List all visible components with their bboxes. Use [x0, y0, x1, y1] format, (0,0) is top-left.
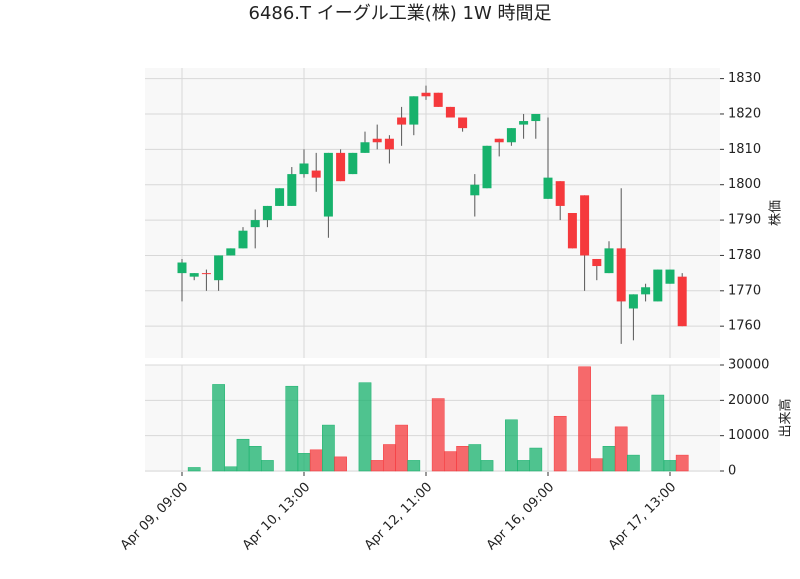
volume-tick-label: 10000 [728, 428, 769, 443]
volume-bar [236, 438, 250, 472]
x-tick-label: Apr 10, 13:00 [240, 480, 313, 553]
candle-body [384, 138, 394, 150]
volume-bar [480, 460, 494, 472]
candle-body [348, 152, 358, 175]
volume-bar [590, 458, 604, 472]
y-tick-label: 1780 [728, 248, 761, 263]
candle-body [201, 273, 211, 275]
candle-body [543, 177, 553, 199]
price-panel [145, 68, 720, 358]
volume-bar [529, 447, 543, 472]
y-tick-label: 1810 [728, 142, 761, 157]
volume-bar [651, 394, 665, 472]
candle-body [641, 287, 651, 295]
x-tick-label: Apr 16, 09:00 [484, 480, 557, 553]
volume-bar [383, 444, 396, 472]
volume-bar [444, 451, 457, 472]
candle-body [653, 269, 663, 302]
volume-bar [212, 384, 225, 472]
volume-bar [261, 460, 274, 472]
y-tick-label: 1760 [728, 319, 761, 334]
candle-body [372, 138, 382, 143]
volume-bar [358, 382, 372, 472]
candle-body [494, 138, 504, 143]
candle-body [458, 117, 468, 129]
chart-title: 6486.T イーグル工業(株) 1W 時間足 [249, 3, 552, 24]
candle-body [628, 294, 638, 309]
candle-body [531, 113, 541, 122]
candle-body [567, 213, 577, 249]
volume-bar [407, 460, 421, 472]
y-tick-label: 1800 [728, 177, 761, 192]
x-tick-label: Apr 17, 13:00 [606, 480, 679, 553]
candle-body [519, 121, 529, 125]
candle-body [604, 248, 614, 274]
candle-body [360, 142, 370, 153]
y-tick-label: 1790 [728, 213, 761, 228]
volume-bar [505, 419, 518, 472]
volume-bar [602, 446, 616, 472]
candle-body [177, 262, 187, 274]
candle-body [555, 181, 565, 206]
y-tick-label: 1770 [728, 283, 761, 298]
candle-body [311, 170, 321, 178]
candle-body [238, 230, 248, 249]
volume-tick-label: 0 [728, 464, 736, 479]
volume-bar [578, 366, 591, 472]
volume-axis-label: 出来高 [778, 398, 794, 437]
y-tick-label: 1820 [728, 106, 761, 121]
candle-body [299, 163, 309, 175]
candle-body [250, 220, 260, 228]
candle-body [665, 269, 675, 284]
volume-tick-label: 20000 [728, 393, 769, 408]
volume-bar [553, 415, 567, 472]
x-tick-label: Apr 09, 09:00 [118, 480, 191, 553]
volume-bar [322, 424, 335, 472]
candle-body [189, 273, 199, 277]
candle-body [214, 255, 224, 281]
volume-bar [334, 456, 347, 472]
candle-body [470, 184, 480, 196]
volume-bar [395, 424, 408, 472]
y-tick-label: 1830 [728, 71, 761, 86]
volume-bar [675, 454, 689, 472]
candle-body [336, 152, 346, 182]
candle-body [592, 258, 602, 267]
candle-body [506, 128, 516, 143]
volume-bar [248, 446, 262, 472]
candle-body [323, 152, 333, 217]
volume-bar [456, 446, 469, 472]
volume-tick-label: 30000 [728, 358, 769, 373]
candle-body [226, 248, 236, 256]
volume-bar [224, 466, 238, 472]
volume-bar [431, 398, 445, 472]
candle-body [482, 145, 492, 189]
volume-bar [370, 460, 384, 472]
volume-bar [468, 444, 482, 472]
volume-bar [663, 460, 677, 472]
candle-body [287, 174, 297, 206]
y-axis-label: 株価 [769, 200, 784, 226]
volume-bar [627, 454, 640, 472]
volume-bar [614, 426, 628, 472]
candle-body [580, 195, 590, 256]
candle-body [262, 205, 272, 221]
candle-body [275, 188, 285, 206]
candle-body [445, 106, 455, 118]
candle-body [409, 96, 419, 125]
candle-body [421, 92, 431, 97]
volume-bar [517, 460, 530, 472]
volume-bar [297, 453, 311, 472]
volume-bar [285, 385, 299, 472]
candle-body [616, 248, 626, 302]
candle-body [677, 276, 687, 327]
volume-bar [187, 467, 201, 472]
candle-body [433, 92, 443, 107]
x-tick-label: Apr 12, 11:00 [362, 480, 435, 553]
candle-body [397, 117, 407, 125]
volume-bar [309, 449, 323, 472]
